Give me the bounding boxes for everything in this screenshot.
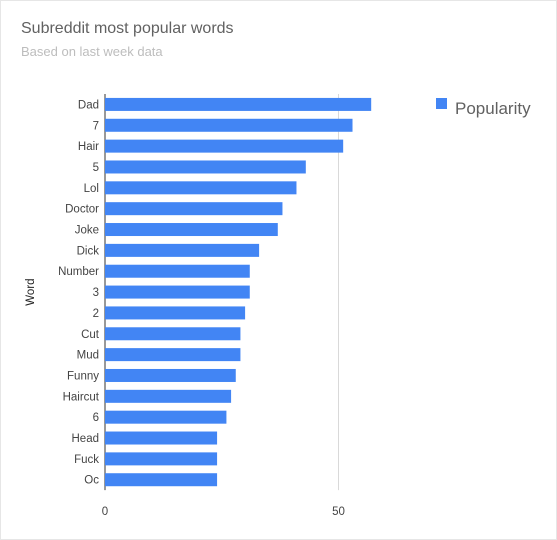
bar bbox=[105, 139, 344, 153]
bar bbox=[105, 327, 241, 341]
bar bbox=[105, 243, 260, 257]
bar bbox=[105, 118, 353, 132]
bar bbox=[105, 410, 227, 424]
category-label: Cut bbox=[81, 329, 100, 341]
category-label: Oc bbox=[84, 475, 99, 487]
category-label: Mud bbox=[77, 350, 99, 362]
x-tick-labels: 0 50 bbox=[102, 506, 345, 518]
category-label: Funny bbox=[67, 370, 99, 382]
bar bbox=[105, 264, 250, 278]
category-label: Fuck bbox=[74, 454, 99, 466]
x-tick-label: 50 bbox=[332, 506, 345, 518]
bar bbox=[105, 368, 236, 382]
bar bbox=[105, 97, 372, 111]
category-label: 3 bbox=[93, 287, 99, 299]
category-label: Number bbox=[58, 266, 99, 278]
category-label: Lol bbox=[84, 183, 99, 195]
bar bbox=[105, 202, 283, 216]
chart-subtitle: Based on last week data bbox=[21, 44, 163, 59]
legend[interactable]: Popularity bbox=[436, 98, 531, 118]
category-label: Doctor bbox=[65, 204, 99, 216]
category-label: 7 bbox=[93, 120, 99, 132]
y-axis-title: Word bbox=[25, 278, 37, 305]
bars bbox=[105, 97, 372, 487]
category-label: Head bbox=[72, 433, 100, 445]
bar bbox=[105, 181, 297, 195]
legend-label: Popularity bbox=[455, 99, 531, 118]
category-label: Dick bbox=[77, 245, 100, 257]
category-label: 2 bbox=[93, 308, 99, 320]
bar bbox=[105, 473, 218, 487]
bar bbox=[105, 431, 218, 445]
bar bbox=[105, 348, 241, 362]
x-tick-label: 0 bbox=[102, 506, 108, 518]
bar bbox=[105, 306, 246, 320]
bar bbox=[105, 285, 250, 299]
chart-title: Subreddit most popular words bbox=[21, 20, 234, 37]
bar bbox=[105, 223, 278, 237]
category-labels: Dad 7 Hair 5 Lol Doctor Joke Dick Number 3 2 Cut Mud… bbox=[58, 99, 100, 486]
category-label: 6 bbox=[93, 412, 99, 424]
category-label: Joke bbox=[75, 225, 99, 237]
bar bbox=[105, 389, 232, 403]
category-label: Dad bbox=[78, 99, 99, 111]
category-label: Haircut bbox=[63, 391, 100, 403]
category-label: Hair bbox=[78, 141, 99, 153]
bar bbox=[105, 452, 218, 466]
legend-swatch bbox=[436, 98, 447, 109]
bar bbox=[105, 160, 306, 174]
category-label: 5 bbox=[93, 162, 99, 174]
